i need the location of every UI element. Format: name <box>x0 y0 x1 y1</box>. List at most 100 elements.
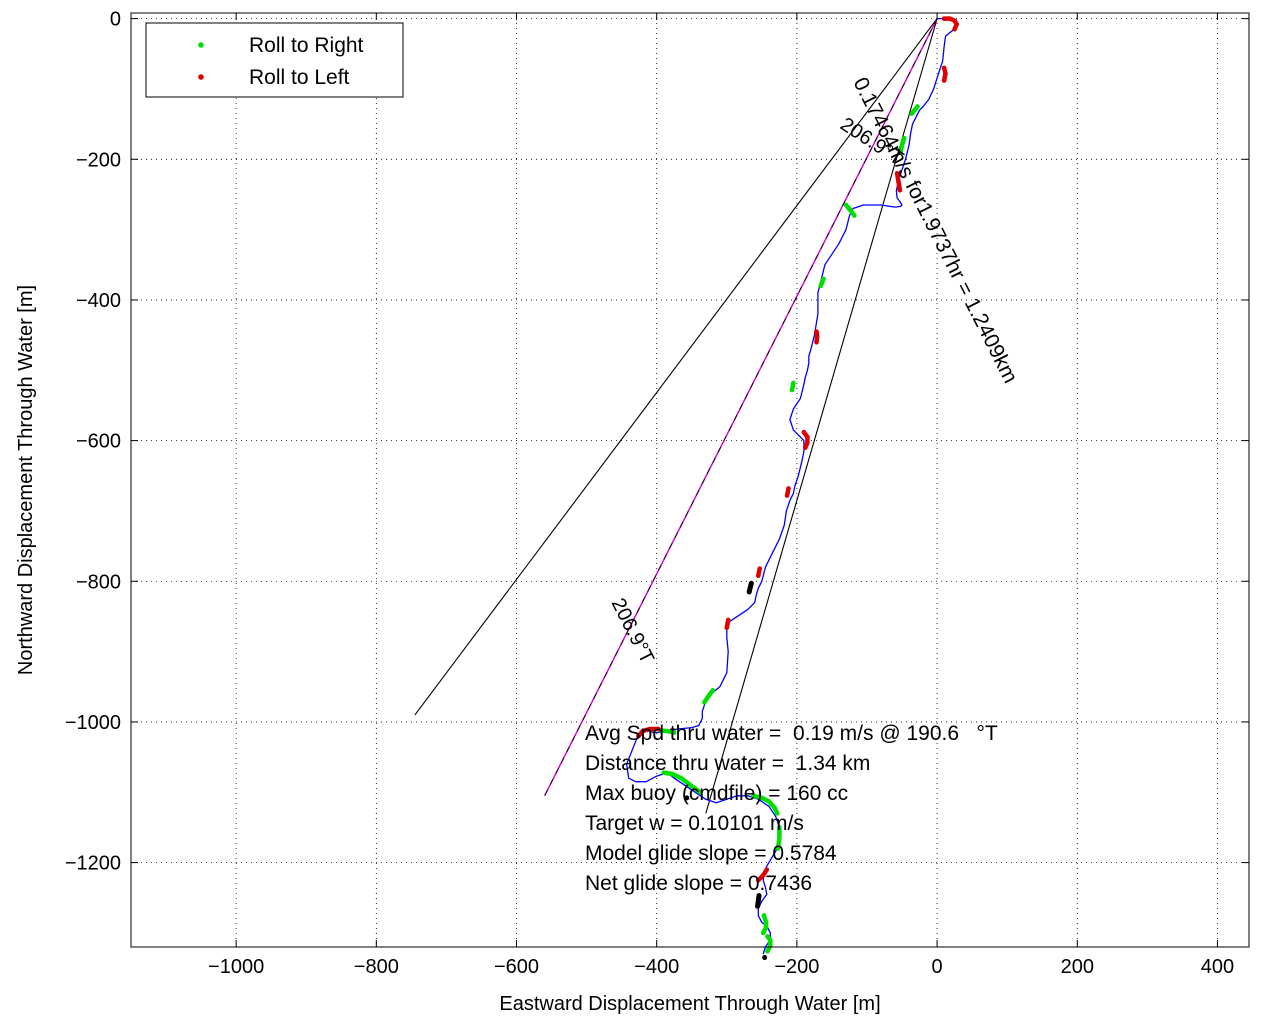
roll-right-marker-point <box>789 387 795 393</box>
roll-right-marker-point <box>898 150 903 155</box>
roll-left-marker-point <box>756 573 761 578</box>
roll-right-marker-point <box>912 107 917 113</box>
roll-right-marker-point <box>765 948 770 954</box>
roll-left-marker-point <box>947 16 952 21</box>
roll-left-marker-point <box>805 440 810 445</box>
roll-right-marker-point <box>791 380 796 386</box>
roll-left-marker-point <box>803 445 808 450</box>
roll-left-marker-point <box>655 726 661 732</box>
roll-right-marker-point <box>772 805 777 810</box>
y-tick-label: −1200 <box>65 853 121 875</box>
roll-right-marker-point <box>909 111 915 116</box>
roll-right-marker-point <box>759 795 765 801</box>
roll-left-marker-point <box>725 617 731 623</box>
roll-left-marker-point <box>640 728 645 734</box>
x-tick-label: 0 <box>932 956 943 978</box>
roll-right-marker-point <box>843 202 849 208</box>
roll-right-marker-point <box>852 213 857 218</box>
roll-right-marker-point <box>669 771 675 777</box>
legend-marker <box>198 42 204 48</box>
roll-left-marker-point <box>954 22 959 27</box>
info-text-block: Avg Spd thru water = 0.19 m/s @ 190.6 °T… <box>585 722 998 895</box>
roll-right-marker-point <box>847 207 853 213</box>
roll-right-marker-point <box>671 730 677 735</box>
fan-line <box>414 18 938 716</box>
roll-left-marker-point <box>724 625 730 630</box>
roll-right-marker-point <box>763 920 769 925</box>
roll-right-marker-point <box>688 782 693 788</box>
roll-left-marker-point <box>894 171 900 176</box>
legend-box <box>145 22 404 98</box>
roll-right-marker-point <box>697 790 703 795</box>
roll-right-marker-point <box>760 930 766 936</box>
roll-left-marker-point <box>805 434 810 440</box>
black-marker-point <box>748 580 754 586</box>
x-tick-label: 200 <box>1061 956 1094 978</box>
y-tick-label: 0 <box>110 9 121 31</box>
roll-right-marker <box>760 913 769 936</box>
roll-right-marker-point <box>775 811 780 816</box>
roll-right-marker-point <box>901 135 907 141</box>
roll-right-marker-point <box>777 825 782 830</box>
legend-label: Roll to Right <box>249 34 364 57</box>
axes-frame <box>130 12 1250 948</box>
y-tick-label: −200 <box>76 149 121 171</box>
legend: Roll to Right Roll to Left <box>145 22 404 98</box>
roll-right-marker-point <box>768 937 773 943</box>
roll-right-marker-point <box>821 276 826 282</box>
x-tick-label: −200 <box>774 956 819 978</box>
legend-marker <box>198 74 204 80</box>
info-line: Model glide slope = 0.5784 <box>585 842 837 865</box>
roll-left-marker-point <box>941 16 947 21</box>
roll-left-marker-point <box>952 18 957 23</box>
roll-right-marker-point <box>763 925 769 930</box>
roll-left-marker <box>801 429 810 450</box>
black-marker-point <box>755 903 761 909</box>
black-marker-point <box>746 589 752 595</box>
roll-left-marker-point <box>636 733 641 739</box>
legend-label: Roll to Left <box>249 66 350 89</box>
roll-left-marker-point <box>784 493 790 498</box>
y-tick-label: −800 <box>76 571 121 593</box>
info-line: Avg Spd thru water = 0.19 m/s @ 190.6 °T <box>585 722 998 745</box>
y-tick-label: −400 <box>76 290 121 312</box>
y-axis-label: Northward Displacement Through Water [m] <box>15 285 37 675</box>
x-tick-label: −600 <box>494 956 539 978</box>
roll-left-marker <box>636 726 661 739</box>
info-line: Target w = 0.10101 m/s <box>585 812 804 835</box>
x-tick-label: 400 <box>1201 956 1234 978</box>
roll-right-marker-point <box>661 770 666 775</box>
roll-left-marker-point <box>896 179 901 185</box>
x-axis-label: Eastward Displacement Through Water [m] <box>499 993 880 1015</box>
x-tick-label: −1000 <box>208 956 264 978</box>
net-displacement-dash <box>544 18 938 796</box>
roll-left-marker-point <box>814 329 819 334</box>
roll-right-marker-point <box>899 142 905 148</box>
roll-right-marker-point <box>766 799 772 804</box>
roll-right-marker-point <box>706 693 711 699</box>
roll-left-marker-point <box>760 873 766 878</box>
roll-right-marker-point <box>751 793 756 799</box>
info-line: Max buoy (cmdfile) = 160 cc <box>585 782 848 805</box>
roll-right-marker-point <box>775 846 781 851</box>
y-tick-label: −1000 <box>65 712 121 734</box>
roll-right-marker-point <box>915 104 920 109</box>
roll-left-marker-point <box>786 486 791 491</box>
roll-right-marker-point <box>761 913 767 918</box>
roll-left-marker-point <box>814 339 819 345</box>
info-line: Net glide slope = 0.7436 <box>585 872 812 895</box>
roll-left-marker-point <box>941 65 947 71</box>
roll-right-marker-point <box>702 699 707 705</box>
grid <box>131 13 1249 947</box>
roll-left-marker-point <box>943 71 948 76</box>
black-marker-point <box>762 955 768 961</box>
roll-left-marker-point <box>801 429 807 435</box>
x-tick-label: −800 <box>354 956 399 978</box>
roll-right-marker-point <box>777 835 782 841</box>
roll-right-marker-point <box>818 283 823 289</box>
axis-ticks: −1000 −800 −600 −400 −200 0 200 400 0 −200 −400 −60… <box>65 9 1249 978</box>
roll-left-marker-point <box>757 566 762 571</box>
roll-left-marker-point <box>952 26 957 32</box>
roll-right-marker-point <box>765 934 770 939</box>
